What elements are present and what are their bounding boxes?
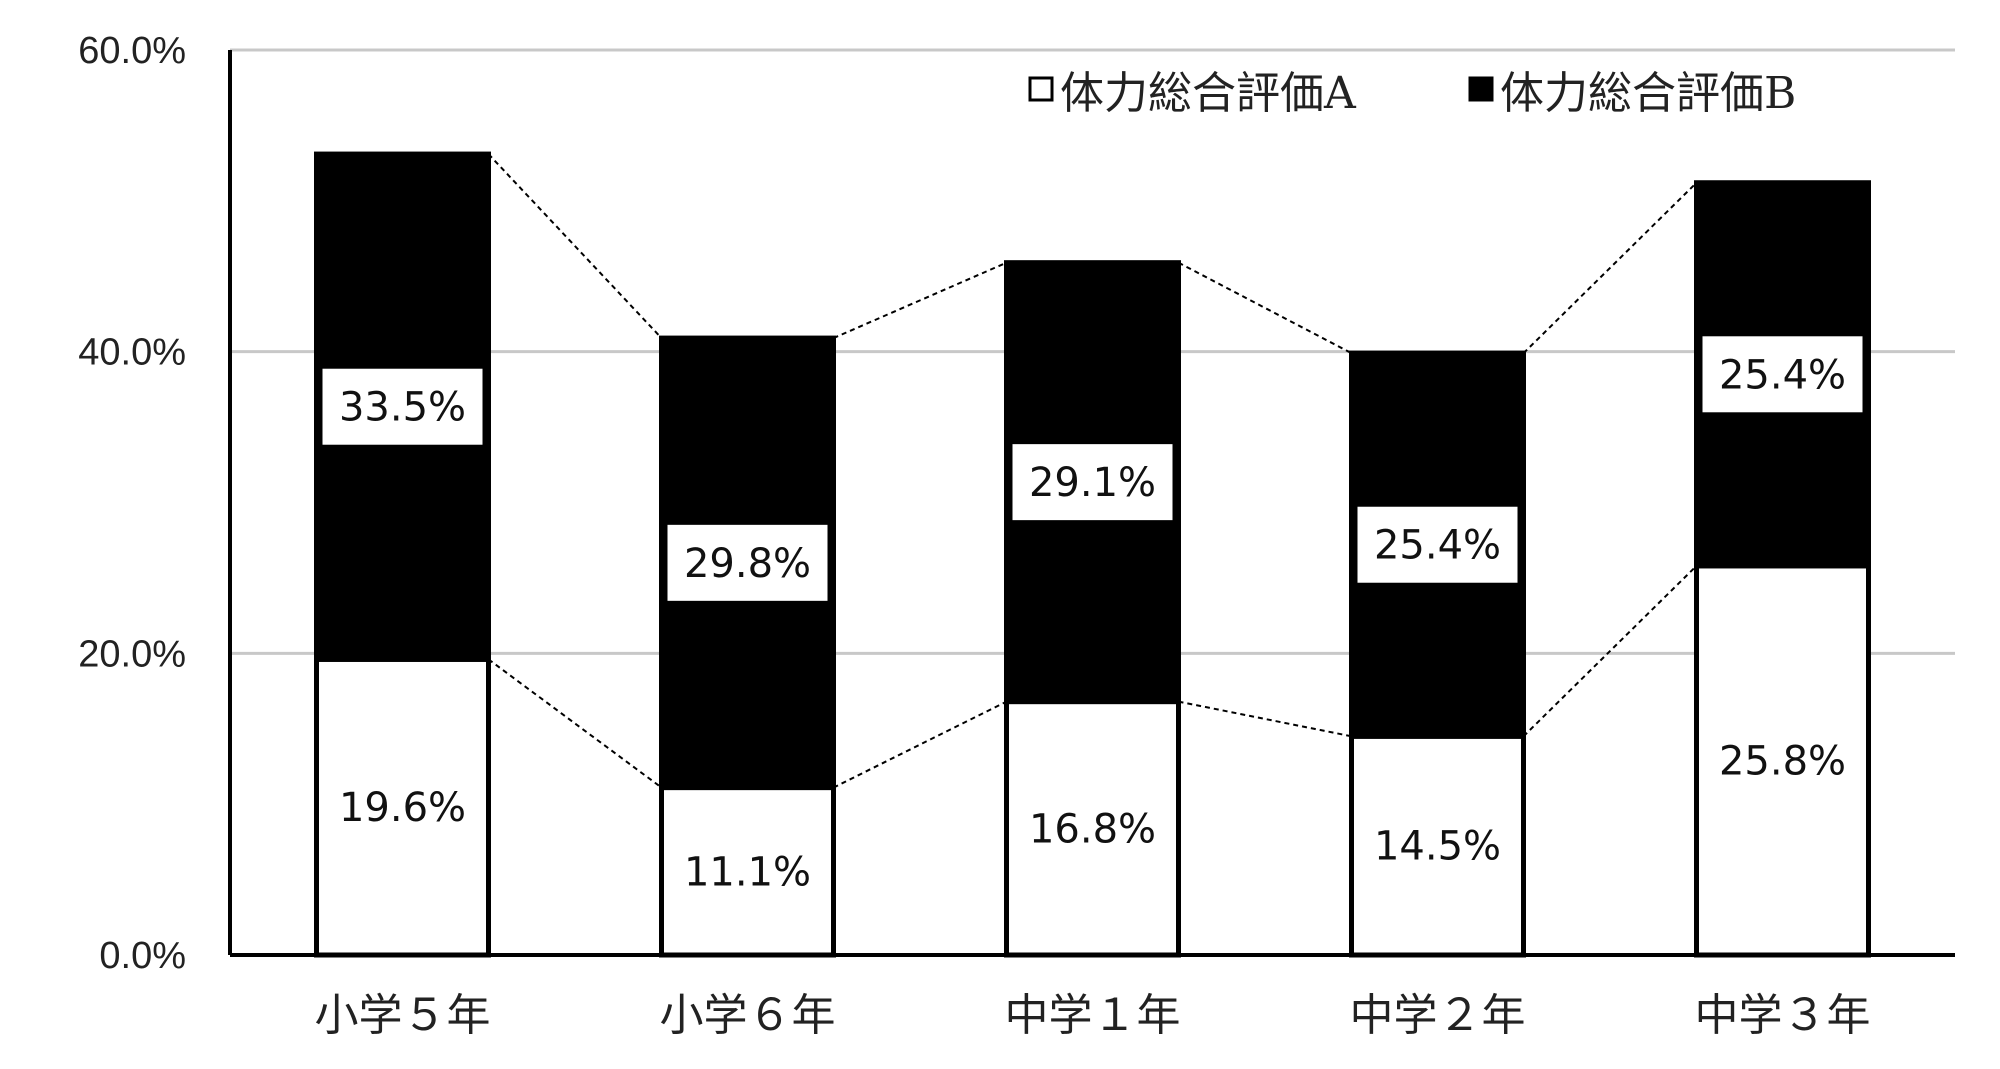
data-label-a: 16.8% [1029, 806, 1156, 852]
data-label-b: 33.5% [339, 385, 466, 431]
data-label-b: 29.1% [1029, 460, 1156, 506]
x-tick-label: 小学６年 [660, 990, 836, 1041]
data-label-b-bg [1012, 444, 1173, 521]
data-label-a: 11.1% [684, 849, 811, 895]
series-connector-line [833, 700, 1007, 789]
x-tick-label: 中学３年 [1695, 990, 1871, 1041]
y-tick-label: 0.0% [99, 935, 186, 977]
data-label-b-bg [667, 524, 828, 601]
data-labels: 19.6% 33.5% 11.1% 29.8% 16.8% 29.1% 14.5% 25.4%… [322, 336, 1863, 895]
x-tick-label: 中学２年 [1350, 990, 1526, 1041]
data-label-b: 29.8% [684, 541, 811, 587]
bar-segment-a [314, 656, 491, 958]
y-tick-label: 20.0% [78, 633, 186, 675]
data-label-b-bg [1702, 336, 1863, 413]
legend-swatch-b [1468, 76, 1494, 102]
series-connector-line [1522, 182, 1698, 354]
series-connector-line [1178, 700, 1352, 738]
data-label-b-bg [1357, 506, 1518, 583]
data-label-b-bg [322, 368, 483, 445]
bar-segment-a [1694, 563, 1871, 958]
data-label-a: 14.5% [1374, 824, 1501, 870]
axes: 0.0% 20.0% 40.0% 60.0% 小学５年 小学６年 中学１年 中学２年 中学３年 [78, 30, 1955, 1041]
series-connector-line [833, 261, 1007, 340]
series-connectors [487, 153, 1698, 789]
legend-label-b: 体力総合評価B [1500, 68, 1796, 119]
y-tick-label: 60.0% [78, 30, 186, 72]
legend-label-a: 体力総合評価A [1060, 68, 1357, 119]
x-tick-label: 中学１年 [1005, 990, 1181, 1041]
x-tick-label: 小学５年 [315, 990, 491, 1041]
legend: 体力総合評価A 体力総合評価B [1028, 68, 1796, 119]
data-label-b: 25.4% [1374, 523, 1501, 569]
data-label-a: 19.6% [339, 785, 466, 831]
legend-swatch-a [1028, 76, 1054, 102]
series-connector-line [487, 658, 663, 789]
data-label-a: 25.8% [1719, 738, 1846, 784]
series-connector-line [1522, 565, 1698, 738]
data-label-b: 25.4% [1719, 352, 1846, 398]
y-tick-label: 40.0% [78, 332, 186, 374]
series-connector-line [487, 153, 663, 339]
series-connector-line [1178, 261, 1352, 355]
